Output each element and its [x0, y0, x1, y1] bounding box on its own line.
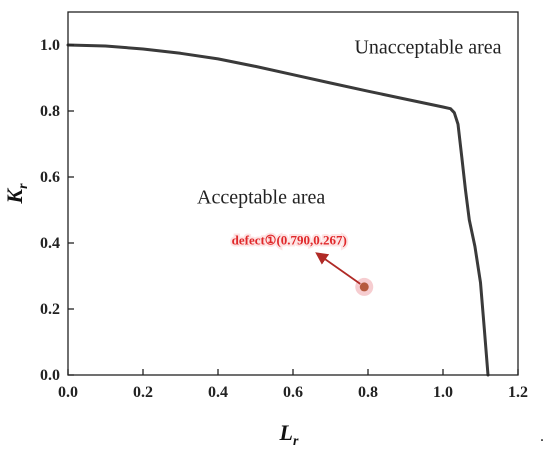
y-axis-title: Kr [2, 183, 31, 205]
curve-layer [66, 43, 490, 377]
y-tick-label: 0.4 [40, 235, 60, 252]
defect-point-label: defect①(0.790,0.267) [232, 233, 347, 248]
defect-arrow [315, 252, 361, 285]
y-tick-label: 0.6 [40, 169, 60, 186]
x-tick-label: 0.6 [283, 384, 303, 401]
y-axis-title-subscript: r [16, 183, 31, 189]
fad-curve-line [66, 43, 490, 377]
x-tick-label: 0.2 [133, 384, 153, 401]
y-tick-label: 1.0 [40, 37, 60, 54]
y-tick-label: 0.8 [40, 103, 60, 120]
x-tick-label: 0.8 [358, 384, 378, 401]
y-tick-label: 0.0 [40, 367, 60, 384]
annotation-layer [315, 252, 374, 296]
x-tick-label: 1.2 [508, 384, 528, 401]
x-tick-label: 0.0 [58, 384, 78, 401]
x-axis-title-subscript: r [293, 434, 299, 449]
axes-layer [67, 11, 519, 376]
x-tick-label: 1.0 [433, 384, 453, 401]
defect-point [359, 282, 369, 292]
region-label: Acceptable area [197, 186, 325, 208]
x-axis-title: Lr [279, 420, 299, 449]
trailing-period: . [540, 428, 544, 445]
x-tick-label: 0.4 [208, 384, 228, 401]
y-tick-label: 0.2 [40, 301, 60, 318]
labels-layer: 0.0 0.2 0.4 0.6 0.8 1.0 1.2 0.0 0.2 0.4 0.6 0.8 1.0 L… [2, 36, 544, 449]
region-label: Unacceptable area [354, 36, 501, 58]
